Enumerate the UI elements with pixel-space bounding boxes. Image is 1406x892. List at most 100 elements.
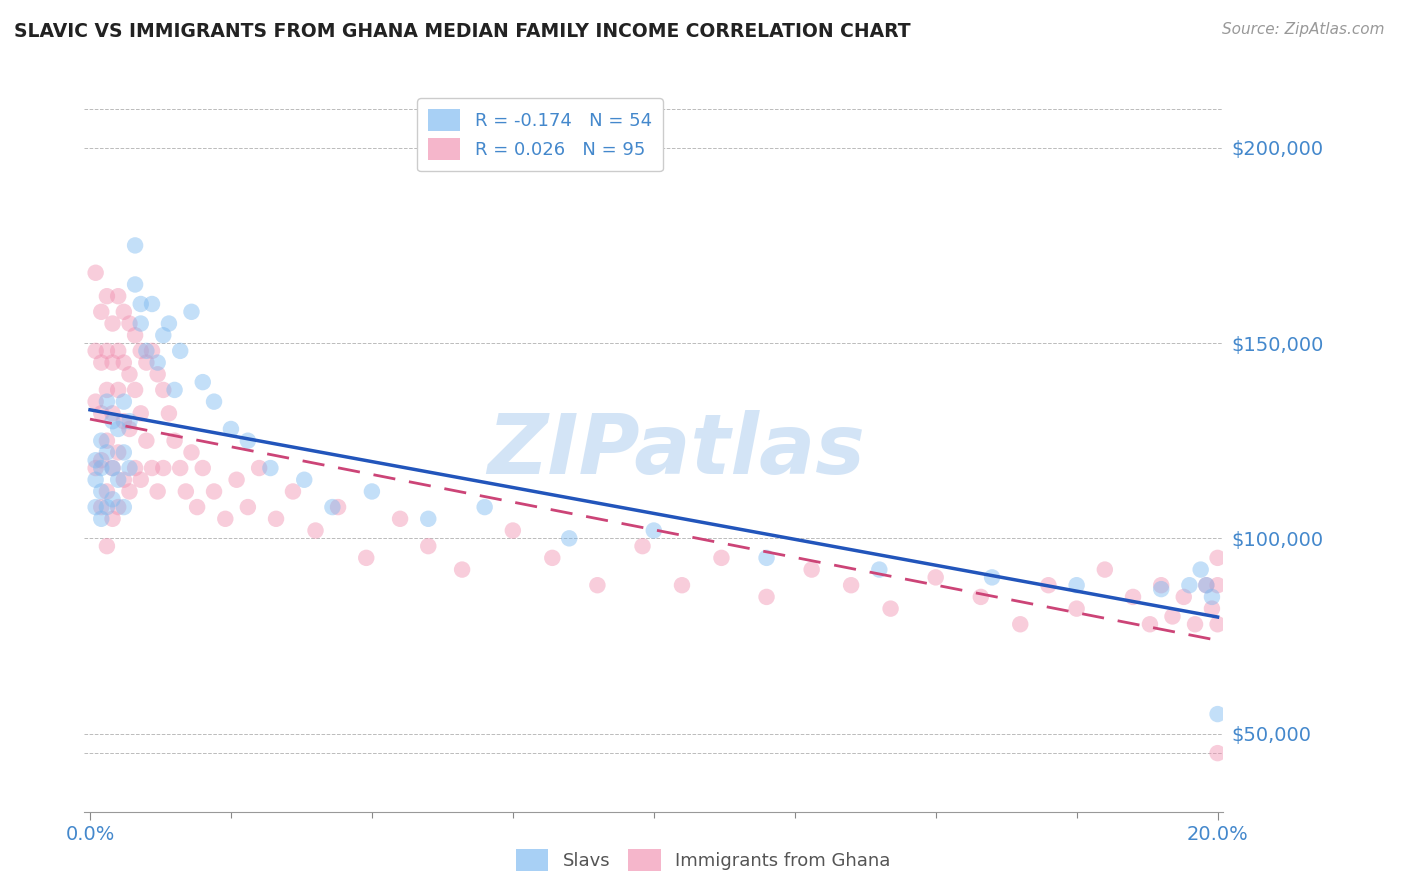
Point: [90, 453, 112, 467]
Point: [1150, 578, 1173, 592]
Point: [1201, 590, 1223, 604]
Point: [96, 343, 118, 358]
Point: [1122, 590, 1144, 604]
Point: [219, 422, 242, 436]
Point: [118, 422, 141, 436]
Point: [214, 512, 236, 526]
Point: [292, 473, 315, 487]
Point: [163, 383, 186, 397]
Point: [451, 563, 474, 577]
Point: [1010, 617, 1032, 632]
Point: [361, 484, 384, 499]
Point: [101, 512, 124, 526]
Point: [118, 461, 141, 475]
Point: [169, 461, 191, 475]
Point: [101, 414, 124, 428]
Point: [107, 343, 129, 358]
Point: [90, 434, 112, 448]
Point: [1066, 601, 1088, 615]
Point: [96, 394, 118, 409]
Text: Source: ZipAtlas.com: Source: ZipAtlas.com: [1222, 22, 1385, 37]
Point: [152, 461, 174, 475]
Point: [180, 305, 202, 319]
Point: [225, 473, 247, 487]
Point: [84, 266, 107, 280]
Point: [112, 500, 135, 514]
Point: [129, 406, 152, 420]
Point: [1189, 563, 1212, 577]
Point: [141, 461, 163, 475]
Point: [124, 277, 146, 292]
Point: [101, 461, 124, 475]
Point: [84, 473, 107, 487]
Point: [90, 305, 112, 319]
Point: [1206, 550, 1229, 565]
Point: [839, 578, 862, 592]
Point: [1206, 746, 1229, 760]
Point: [1094, 563, 1116, 577]
Point: [1195, 578, 1218, 592]
Point: [643, 524, 665, 538]
Point: [112, 394, 135, 409]
Point: [96, 445, 118, 459]
Point: [96, 383, 118, 397]
Point: [124, 238, 146, 252]
Point: [1206, 707, 1229, 722]
Point: [259, 461, 281, 475]
Point: [129, 473, 152, 487]
Point: [84, 500, 107, 514]
Legend: R = -0.174   N = 54, R = 0.026   N = 95: R = -0.174 N = 54, R = 0.026 N = 95: [418, 98, 662, 171]
Point: [1178, 578, 1201, 592]
Point: [129, 343, 152, 358]
Point: [202, 394, 225, 409]
Legend: Slavs, Immigrants from Ghana: Slavs, Immigrants from Ghana: [509, 842, 897, 879]
Point: [970, 590, 993, 604]
Point: [418, 539, 440, 553]
Point: [1038, 578, 1060, 592]
Point: [107, 445, 129, 459]
Point: [631, 539, 654, 553]
Point: [129, 317, 152, 331]
Point: [84, 394, 107, 409]
Point: [1206, 578, 1229, 592]
Point: [163, 434, 186, 448]
Point: [107, 500, 129, 514]
Point: [124, 328, 146, 343]
Point: [755, 590, 778, 604]
Point: [1184, 617, 1206, 632]
Point: [671, 578, 693, 592]
Point: [1066, 578, 1088, 592]
Point: [541, 550, 564, 565]
Point: [135, 355, 157, 369]
Point: [141, 297, 163, 311]
Point: [152, 383, 174, 397]
Point: [112, 414, 135, 428]
Point: [146, 484, 169, 499]
Point: [112, 445, 135, 459]
Point: [868, 563, 890, 577]
Point: [1195, 578, 1218, 592]
Point: [236, 500, 259, 514]
Point: [112, 305, 135, 319]
Point: [1173, 590, 1195, 604]
Point: [146, 368, 169, 382]
Point: [1150, 582, 1173, 596]
Point: [118, 414, 141, 428]
Point: [202, 484, 225, 499]
Point: [135, 434, 157, 448]
Point: [124, 383, 146, 397]
Point: [879, 601, 901, 615]
Point: [247, 461, 270, 475]
Point: [101, 492, 124, 507]
Point: [90, 355, 112, 369]
Point: [755, 550, 778, 565]
Point: [141, 343, 163, 358]
Point: [101, 461, 124, 475]
Point: [96, 484, 118, 499]
Point: [84, 453, 107, 467]
Point: [169, 343, 191, 358]
Point: [84, 461, 107, 475]
Point: [800, 563, 823, 577]
Point: [981, 570, 1004, 584]
Point: [1161, 609, 1184, 624]
